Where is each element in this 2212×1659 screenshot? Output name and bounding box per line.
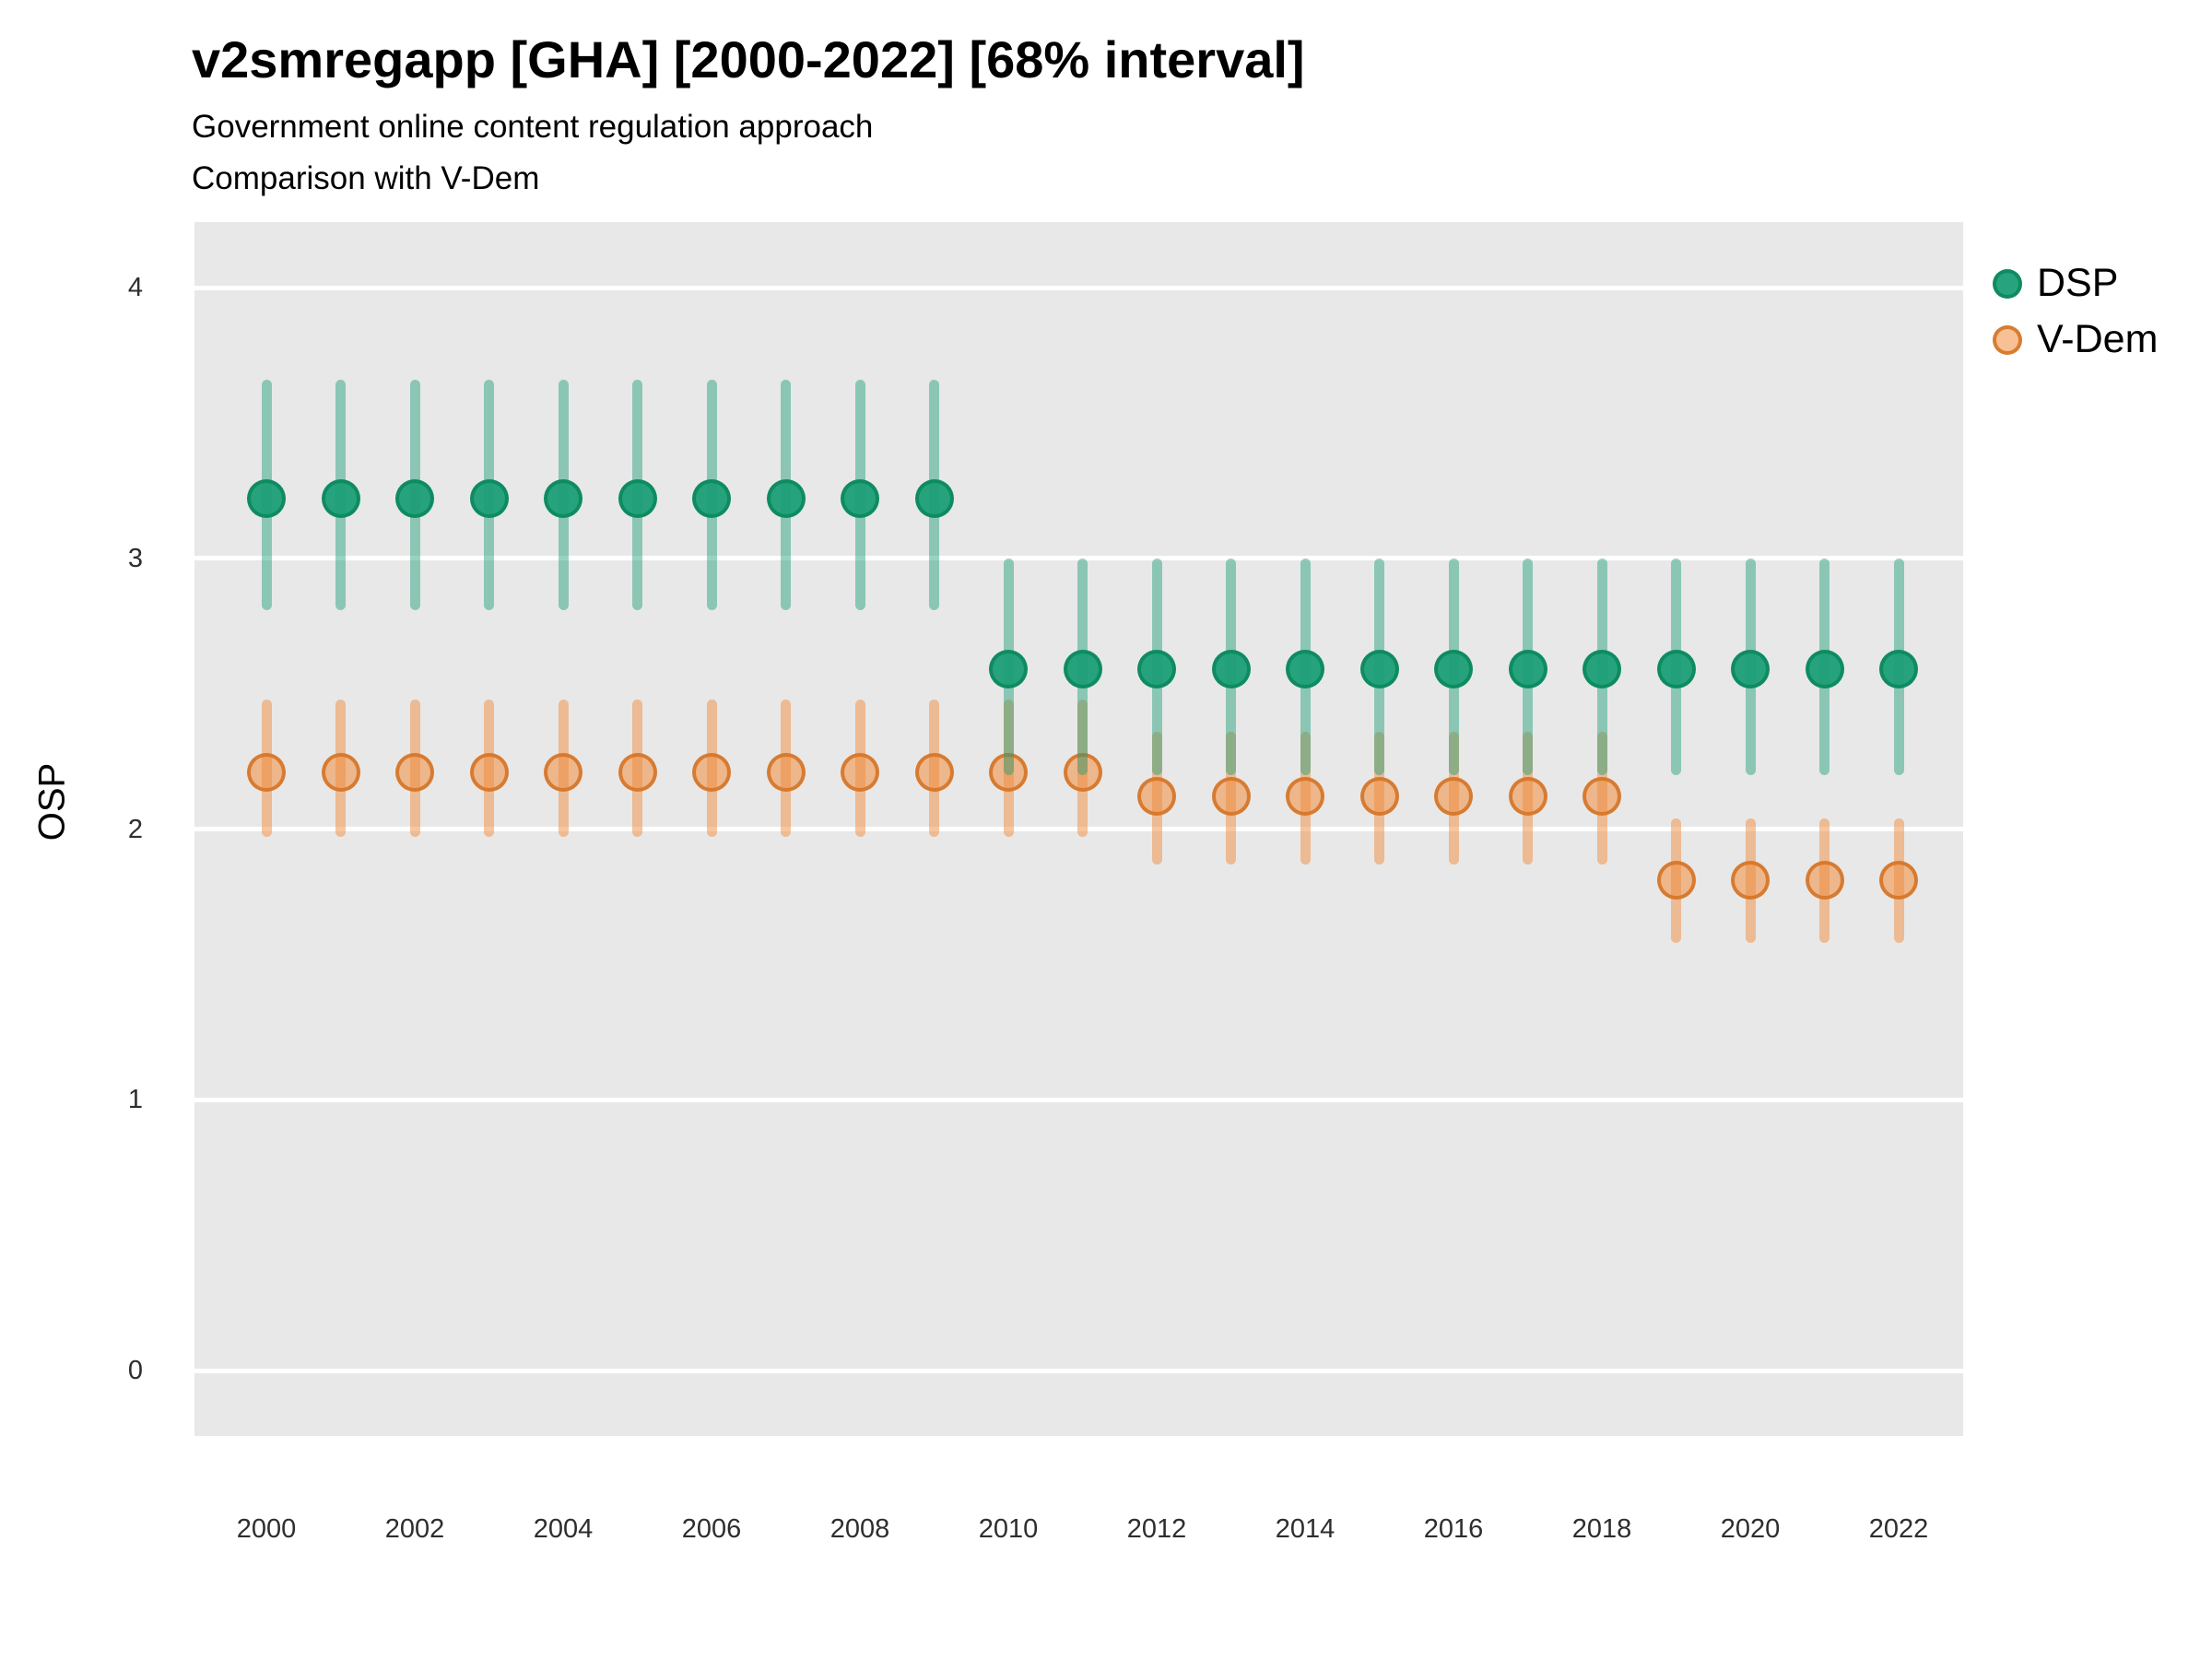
vdem-point-2022 (1879, 861, 1918, 900)
dsp-point-2014 (1286, 650, 1324, 689)
legend-label-dsp: DSP (2037, 261, 2119, 305)
vdem-point-2008 (841, 752, 879, 792)
vdem-point-2006 (692, 752, 731, 792)
dsp-point-2017 (1508, 650, 1547, 689)
x-tick-label-2020: 2020 (1720, 1514, 1781, 1544)
y-axis-title: OSP (31, 762, 73, 841)
vdem-point-2013 (1211, 777, 1251, 817)
vdem-point-2011 (1063, 752, 1102, 792)
dsp-point-2015 (1359, 650, 1399, 689)
legend-item-vdem: V-Dem (1993, 317, 2158, 362)
vdem-point-2004 (544, 752, 582, 792)
vdem-point-2016 (1434, 777, 1473, 817)
x-tick-label-2012: 2012 (1126, 1514, 1187, 1544)
x-tick-label-2006: 2006 (681, 1514, 742, 1544)
dsp-point-2016 (1434, 650, 1473, 689)
gridline-y-3 (194, 556, 1963, 561)
vdem-point-2002 (395, 752, 434, 792)
vdem-point-2015 (1359, 777, 1399, 817)
gridline-y-1 (194, 1097, 1963, 1102)
vdem-point-2012 (1137, 777, 1176, 817)
vdem-point-2018 (1583, 777, 1621, 817)
dsp-point-2003 (469, 479, 509, 519)
vdem-point-2005 (618, 752, 657, 792)
dsp-point-2013 (1211, 650, 1251, 689)
x-tick-label-2002: 2002 (384, 1514, 445, 1544)
dsp-point-2019 (1656, 650, 1696, 689)
x-tick-label-2004: 2004 (533, 1514, 594, 1544)
dsp-point-2008 (841, 479, 879, 519)
dsp-point-2001 (321, 479, 360, 519)
vdem-point-2003 (469, 752, 509, 792)
vdem-point-2007 (766, 752, 806, 792)
dsp-point-2011 (1063, 650, 1102, 689)
vdem-point-2001 (321, 752, 360, 792)
dsp-point-2004 (544, 479, 582, 519)
x-tick-label-2016: 2016 (1423, 1514, 1484, 1544)
dsp-point-2012 (1137, 650, 1176, 689)
vdem-point-2000 (247, 752, 286, 792)
x-tick-label-2022: 2022 (1868, 1514, 1929, 1544)
dsp-point-2002 (395, 479, 434, 519)
dsp-point-2000 (247, 479, 286, 519)
dsp-point-2005 (618, 479, 657, 519)
x-tick-label-2008: 2008 (830, 1514, 890, 1544)
dsp-point-2021 (1805, 650, 1844, 689)
dsp-point-2020 (1731, 650, 1770, 689)
vdem-point-2020 (1731, 861, 1770, 900)
dsp-point-2022 (1879, 650, 1918, 689)
vdem-point-2017 (1508, 777, 1547, 817)
dsp-point-2006 (692, 479, 731, 519)
vdem-point-2021 (1805, 861, 1844, 900)
vdem-point-2014 (1286, 777, 1324, 817)
x-tick-label-2018: 2018 (1571, 1514, 1632, 1544)
x-tick-label-2010: 2010 (978, 1514, 1039, 1544)
chart-subtitle-line2: Comparison with V-Dem (192, 160, 540, 196)
x-tick-label-2014: 2014 (1275, 1514, 1335, 1544)
y-tick-label-0: 0 (127, 1356, 143, 1385)
y-tick-label-3: 3 (127, 543, 143, 573)
y-tick-label-2: 2 (127, 814, 143, 844)
vdem-point-2009 (914, 752, 954, 792)
x-tick-label-2000: 2000 (236, 1514, 297, 1544)
chart-subtitle-line1: Government online content regulation app… (192, 109, 874, 145)
vdem-point-2010 (989, 752, 1028, 792)
gridline-y-0 (194, 1368, 1963, 1373)
dsp-legend-dot-icon (1993, 268, 2022, 299)
legend-item-dsp: DSP (1993, 261, 2118, 306)
vdem-point-2019 (1656, 861, 1696, 900)
y-tick-label-4: 4 (127, 273, 143, 302)
dsp-point-2009 (914, 479, 954, 519)
gridline-y-4 (194, 285, 1963, 290)
dsp-point-2018 (1583, 650, 1621, 689)
y-tick-label-1: 1 (127, 1085, 143, 1115)
legend-label-vdem: V-Dem (2037, 317, 2159, 361)
dsp-point-2010 (989, 650, 1028, 689)
vdem-legend-dot-icon (1993, 324, 2022, 355)
dsp-point-2007 (766, 479, 806, 519)
page-title: v2smregapp [GHA] [2000-2022] [68% interv… (192, 30, 1305, 88)
